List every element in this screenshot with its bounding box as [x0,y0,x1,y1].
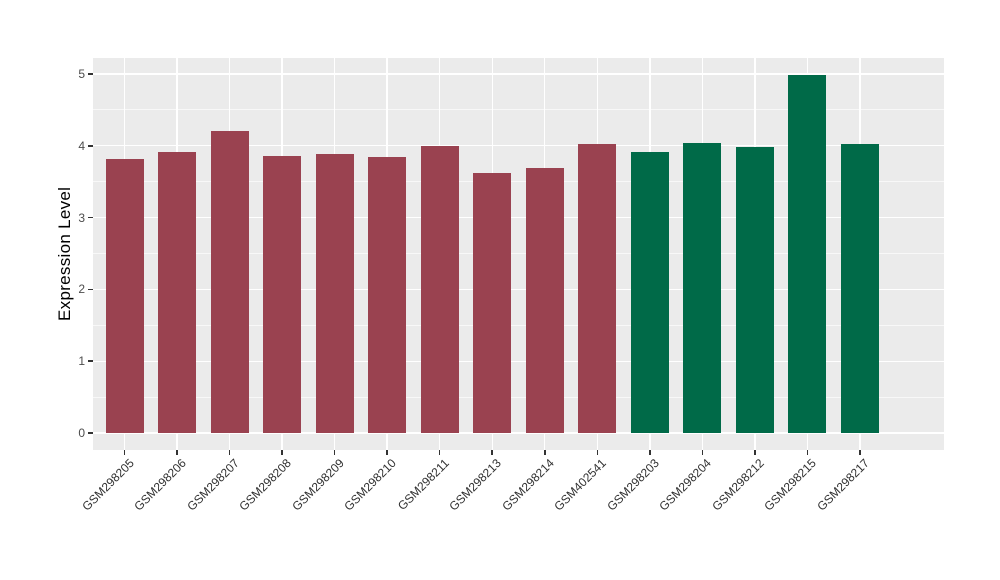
y-tick-mark [88,360,93,362]
bar [683,142,722,433]
bar [368,156,407,433]
y-axis-title: Expression Level [55,186,74,322]
x-tick-label: GSM298214 [499,456,557,514]
x-tick-label: GSM298212 [709,456,767,514]
x-tick-label: GSM298209 [288,456,347,514]
gridline-major [93,432,944,434]
bar [315,154,354,433]
bar [105,158,144,433]
x-tick-label: GSM298215 [761,456,820,514]
x-tick-mark [123,450,126,455]
gridline-major [93,145,944,147]
gridline-major [93,73,944,75]
gridline-minor [93,324,944,326]
bar [578,143,617,433]
y-tick-mark [88,432,93,434]
gridline-major [93,216,944,219]
gridline-minor [93,109,944,111]
x-tick-mark [596,450,599,455]
x-tick-mark [333,450,336,455]
x-tick-mark [701,450,704,455]
y-tick-mark [88,73,93,75]
x-tick-mark [544,450,546,455]
x-tick-mark [859,450,861,455]
y-tick-label: 5 [78,67,85,81]
x-tick-label: GSM298217 [814,456,872,514]
y-tick-label: 0 [78,426,85,440]
x-tick-mark [649,450,651,455]
y-tick-mark [88,145,93,147]
y-tick-label: 3 [78,210,85,225]
bar [525,168,564,433]
bar [263,155,302,433]
x-tick-mark [281,450,283,455]
y-tick-label: 2 [78,282,85,297]
x-tick-mark [386,450,388,455]
x-tick-mark [754,450,756,455]
bar [735,147,774,433]
bar [210,131,249,433]
y-tick-mark [88,216,93,219]
y-tick-label: 4 [78,138,85,153]
x-tick-mark [176,450,178,455]
bar [840,143,879,433]
gridline-minor [93,253,944,254]
bar [788,74,827,433]
bar [630,152,669,433]
x-tick-mark [438,450,441,455]
bar [158,152,197,433]
x-tick-mark [806,450,809,455]
plot-panel [93,58,944,450]
x-tick-mark [228,450,231,455]
x-tick-label: GSM298211 [394,456,452,513]
x-tick-label: GSM298204 [656,456,715,514]
bar [473,173,512,433]
x-tick-label: GSM298208 [236,456,295,514]
x-tick-label: GSM298207 [183,456,242,514]
y-tick-mark [88,288,93,291]
x-tick-label: GSM402541 [551,456,610,514]
gridline-major [93,360,944,362]
x-tick-label: GSM298203 [604,456,662,514]
bar [420,145,459,433]
y-tick-label: 1 [78,354,85,369]
x-tick-mark [491,450,493,455]
gridline-minor [93,396,944,398]
gridline-major [93,288,944,291]
x-tick-label: GSM298213 [446,456,505,514]
x-tick-label: GSM298210 [341,456,400,514]
x-tick-label: GSM298205 [78,456,137,514]
x-tick-label: GSM298206 [131,456,189,514]
gridline-minor [93,181,944,183]
